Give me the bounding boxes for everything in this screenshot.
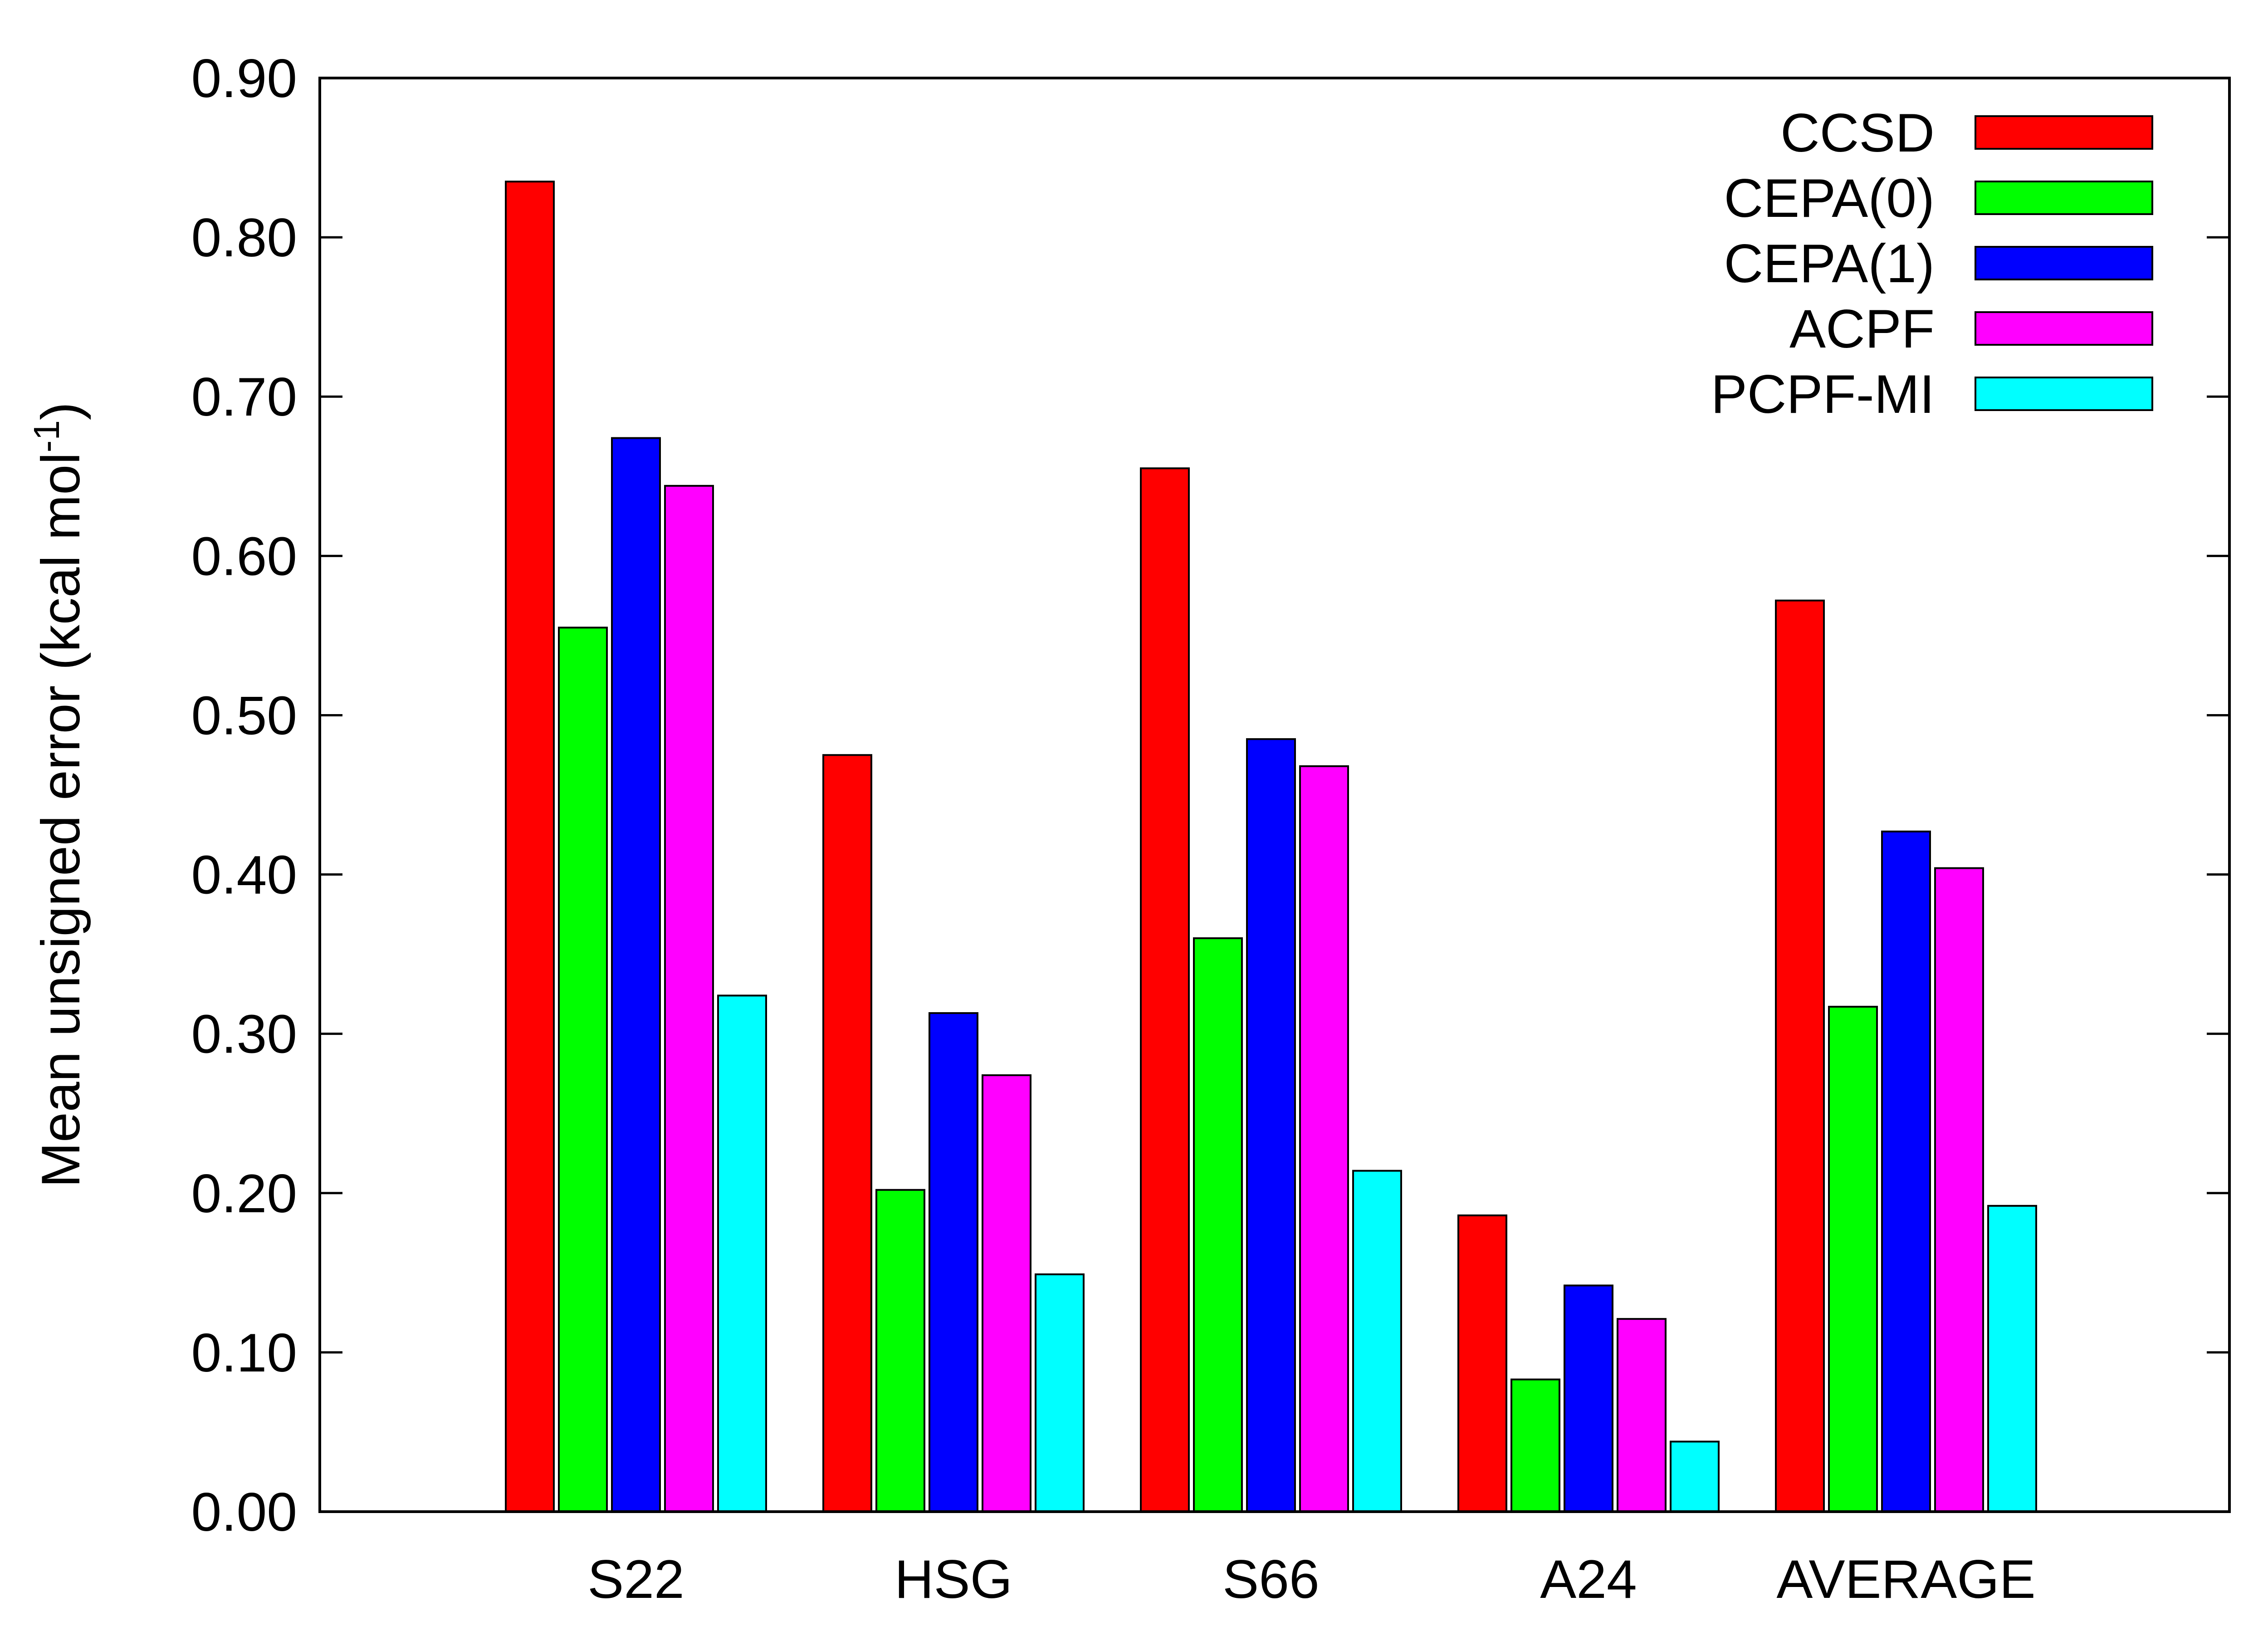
- bar: [1457, 1214, 1507, 1513]
- y-axis: 0.00 0.10 0.20 0.30 0.40 0.50 0.60 0.70 0.80 0.90: [191, 48, 2229, 1543]
- plot-frame: [318, 77, 2231, 1513]
- legend-label: CEPA(0): [1724, 168, 1935, 229]
- y-tick-label: 0.60: [191, 526, 297, 587]
- y-axis-label-close: ): [30, 402, 91, 420]
- bar: [1510, 1378, 1560, 1513]
- bar: [1828, 1005, 1878, 1513]
- y-tick-label: 0.50: [191, 685, 297, 746]
- bars-layer: [505, 181, 2037, 1513]
- bar: [1299, 765, 1349, 1513]
- bar: [1140, 467, 1190, 1513]
- y-tick-label: 0.80: [191, 207, 297, 268]
- x-tick-label: AVERAGE: [1776, 1549, 2035, 1610]
- y-tick-label: 0.20: [191, 1163, 297, 1224]
- legend-label: CEPA(1): [1724, 233, 1935, 294]
- legend-swatch: [1975, 181, 2153, 215]
- bar: [1193, 937, 1243, 1513]
- bar: [982, 1074, 1031, 1513]
- bar: [1670, 1440, 1720, 1513]
- y-tick-label: 0.90: [191, 48, 297, 109]
- y-axis-label-superscript: -1: [26, 420, 67, 452]
- x-tick-label: S66: [1222, 1549, 1320, 1610]
- x-axis: S22 HSG S66 A24 AVERAGE: [587, 1549, 2035, 1610]
- bar: [1035, 1273, 1085, 1513]
- legend-swatch: [1975, 246, 2153, 280]
- bar: [558, 627, 608, 1513]
- x-tick-label: S22: [587, 1549, 684, 1610]
- y-tick-label: 0.10: [191, 1322, 297, 1383]
- bar: [1352, 1170, 1402, 1513]
- bar: [1617, 1318, 1667, 1513]
- bar: [1881, 830, 1931, 1513]
- legend-swatch: [1975, 377, 2153, 411]
- bar: [717, 994, 767, 1513]
- bar: [1987, 1205, 2037, 1513]
- y-tick-label: 0.40: [191, 845, 297, 906]
- legend-swatch: [1975, 311, 2153, 346]
- bar: [505, 181, 555, 1513]
- bar: [875, 1189, 925, 1513]
- bar: [611, 437, 661, 1513]
- x-tick-label: HSG: [894, 1549, 1012, 1610]
- legend-label: PCPF-MI: [1711, 364, 1935, 425]
- legend-label: ACPF: [1789, 299, 1935, 359]
- x-tick-label: A24: [1540, 1549, 1637, 1610]
- bar: [1246, 738, 1296, 1513]
- bar: [664, 485, 714, 1513]
- bar: [1564, 1284, 1613, 1513]
- y-tick-label: 0.30: [191, 1004, 297, 1065]
- legend-label: CCSD: [1780, 103, 1935, 163]
- y-tick-label: 0.00: [191, 1482, 297, 1543]
- bar: [1934, 867, 1984, 1513]
- y-tick-label: 0.70: [191, 367, 297, 427]
- bar: [822, 754, 872, 1513]
- y-axis-label: Mean unsigned error (kcal mol-1): [26, 402, 91, 1188]
- y-axis-label-main: Mean unsigned error (kcal mol: [30, 452, 91, 1188]
- bar: [1775, 599, 1825, 1513]
- legend-swatch: [1975, 115, 2153, 150]
- bar: [929, 1012, 978, 1513]
